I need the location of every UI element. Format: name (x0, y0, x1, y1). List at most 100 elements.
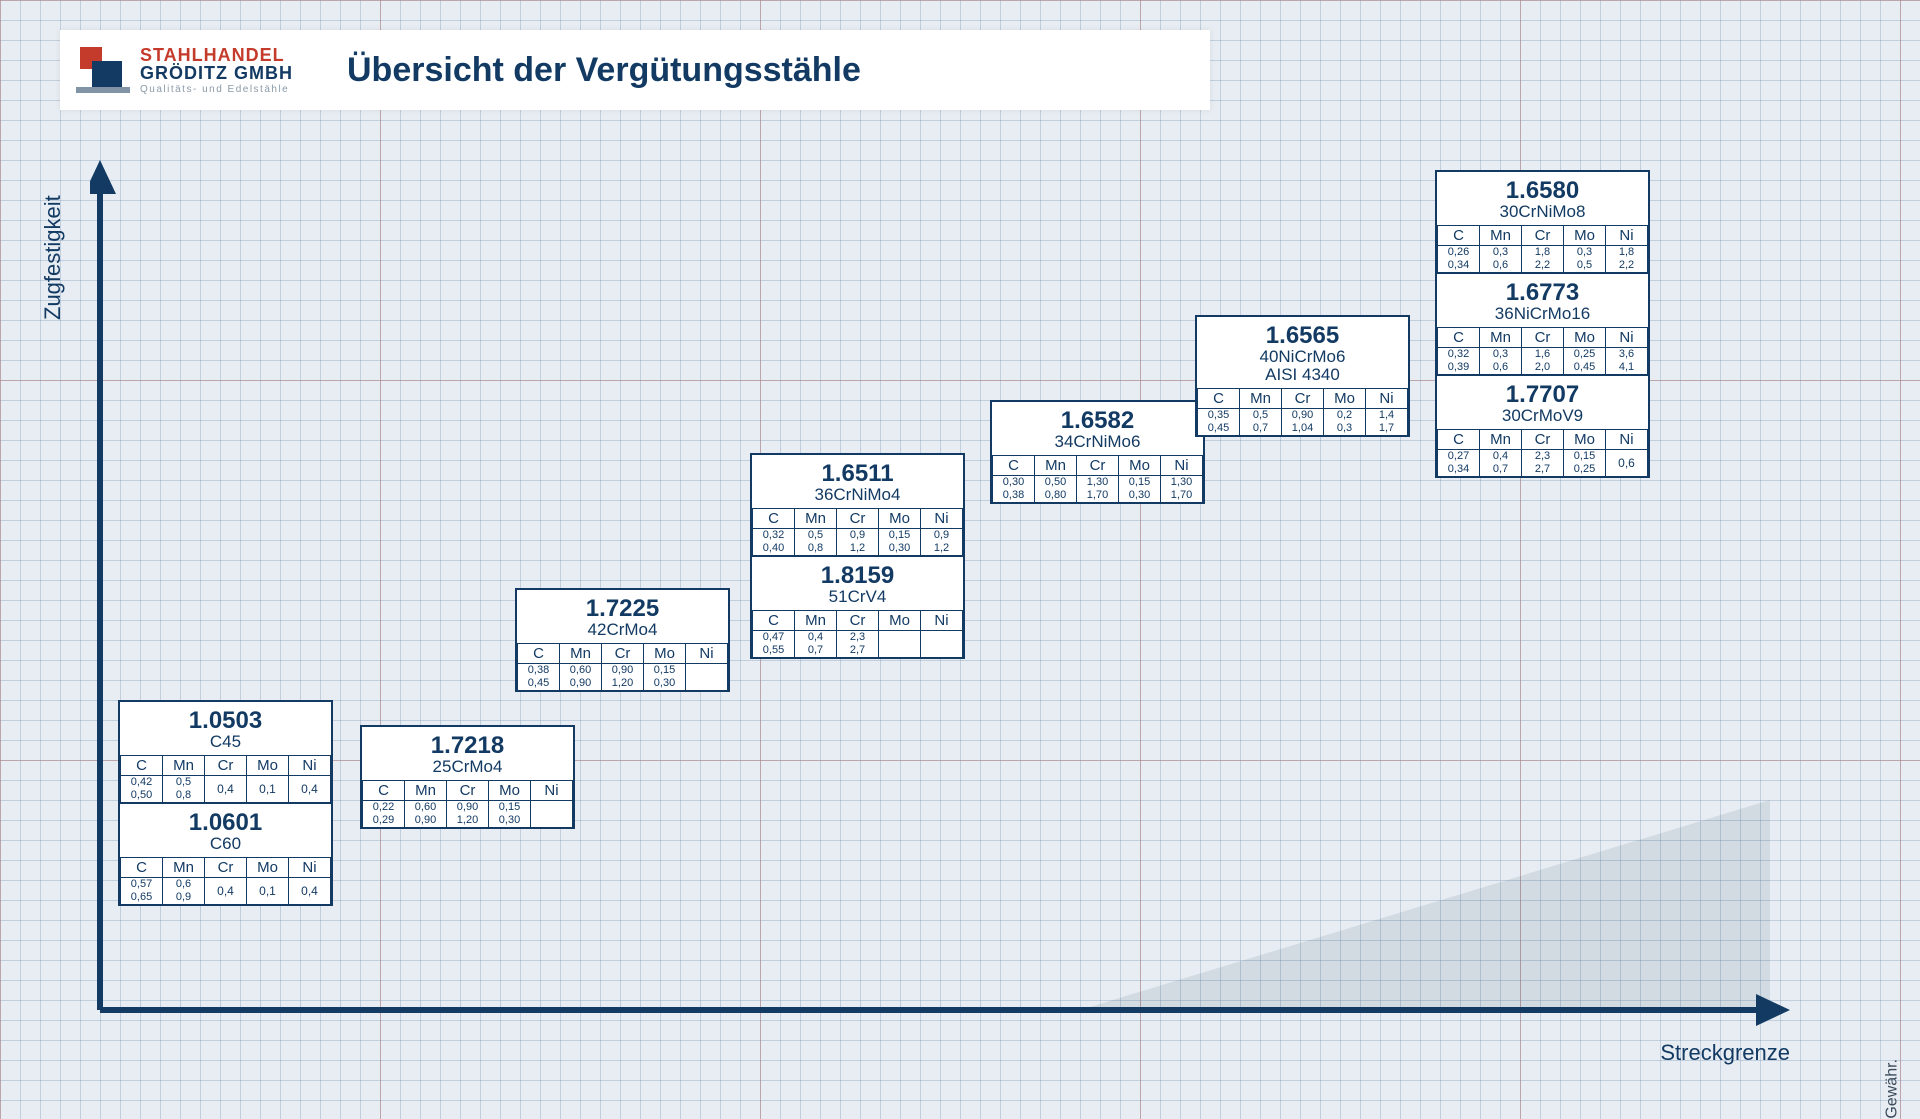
page-title: Übersicht der Vergütungsstähle (347, 51, 861, 90)
comp-hi: 0,34 (1438, 463, 1480, 476)
element-header: C (121, 756, 163, 776)
element-header: Mo (247, 858, 289, 878)
comp-lo: 0,2 (1324, 408, 1366, 422)
steel-card-group: 1.658030CrNiMo8CMnCrMoNi0,260,31,80,31,8… (1435, 170, 1650, 478)
comp-lo: 1,4 (1366, 408, 1408, 422)
element-header: Mn (163, 858, 205, 878)
steel-code: 1.7707 (1441, 382, 1644, 407)
steel-name: 40NiCrMo6 (1201, 348, 1404, 366)
element-header: Cr (837, 611, 879, 631)
comp-hi: 0,7 (795, 644, 837, 657)
comp-hi: 0,29 (363, 814, 405, 827)
element-header: Mo (879, 509, 921, 529)
element-header: Ni (289, 858, 331, 878)
comp-hi: 1,20 (602, 677, 644, 690)
logo-line1: STAHLHANDEL (140, 46, 293, 64)
comp-lo: 0,50 (1035, 476, 1077, 490)
element-header: Cr (602, 644, 644, 664)
element-header: Mo (879, 611, 921, 631)
comp-hi: 0,45 (1564, 361, 1606, 374)
x-axis-label: Streckgrenze (1660, 1040, 1790, 1066)
comp-lo: 0,42 (121, 776, 163, 790)
comp-empty (921, 631, 963, 658)
comp-hi: 0,6 (1480, 361, 1522, 374)
comp-lo: 0,9 (921, 529, 963, 543)
comp-hi: 0,80 (1035, 489, 1077, 502)
element-header: Ni (1606, 226, 1648, 246)
element-header: Cr (1522, 226, 1564, 246)
comp-hi: 2,2 (1522, 259, 1564, 272)
comp-hi: 2,2 (1606, 259, 1648, 272)
comp-hi: 1,70 (1077, 489, 1119, 502)
comp-hi: 0,8 (163, 789, 205, 802)
steel-card: 1.658030CrNiMo8CMnCrMoNi0,260,31,80,31,8… (1437, 172, 1648, 272)
element-header: Mn (1035, 456, 1077, 476)
comp-val: 0,4 (289, 776, 331, 803)
comp-lo: 0,3 (1480, 246, 1522, 260)
comp-hi: 1,7 (1366, 422, 1408, 435)
comp-hi: 2,7 (837, 644, 879, 657)
title-bar: STAHLHANDEL GRÖDITZ GMBH Qualitäts- und … (60, 30, 1210, 110)
element-header: C (993, 456, 1035, 476)
comp-val: 0,4 (205, 878, 247, 905)
steel-code: 1.6580 (1441, 178, 1644, 203)
steel-card-group: 1.722542CrMo4CMnCrMoNi0,380,600,900,150,… (515, 588, 730, 692)
comp-hi: 0,6 (1480, 259, 1522, 272)
comp-val: 0,4 (205, 776, 247, 803)
steel-card: 1.815951CrV4CMnCrMoNi0,470,42,30,550,72,… (752, 555, 963, 657)
steel-code: 1.0503 (124, 708, 327, 733)
element-header: Cr (837, 509, 879, 529)
element-header: Ni (531, 781, 573, 801)
element-header: Mo (1324, 388, 1366, 408)
element-header: C (518, 644, 560, 664)
element-header: Cr (1077, 456, 1119, 476)
comp-hi: 2,7 (1522, 463, 1564, 476)
comp-lo: 0,90 (602, 664, 644, 678)
comp-lo: 0,32 (753, 529, 795, 543)
element-header: Mn (163, 756, 205, 776)
steel-card: 1.677336NiCrMo16CMnCrMoNi0,320,31,60,253… (1437, 272, 1648, 374)
comp-val: 0,6 (1606, 450, 1648, 477)
element-header: Mn (1240, 388, 1282, 408)
steel-code: 1.6582 (996, 408, 1199, 433)
comp-lo: 0,4 (795, 631, 837, 645)
steel-code: 1.7218 (366, 733, 569, 758)
element-header: C (1438, 226, 1480, 246)
chart-area: 1.0503C45CMnCrMoNi0,420,50,40,10,40,500,… (100, 170, 1780, 1020)
composition-table: CMnCrMoNi0,470,42,30,550,72,7 (752, 610, 963, 657)
composition-table: CMnCrMoNi0,420,50,40,10,40,500,8 (120, 755, 331, 802)
element-header: Cr (447, 781, 489, 801)
comp-hi: 0,3 (1324, 422, 1366, 435)
comp-hi: 2,0 (1522, 361, 1564, 374)
comp-lo: 0,90 (1282, 408, 1324, 422)
composition-table: CMnCrMoNi0,570,60,40,10,40,650,9 (120, 857, 331, 904)
comp-hi: 0,40 (753, 542, 795, 555)
comp-lo: 1,8 (1522, 246, 1564, 260)
comp-lo: 0,25 (1564, 348, 1606, 362)
steel-name: 34CrNiMo6 (996, 433, 1199, 451)
comp-lo: 0,27 (1438, 450, 1480, 464)
element-header: Mn (795, 611, 837, 631)
element-header: Cr (1522, 430, 1564, 450)
element-header: Ni (1606, 430, 1648, 450)
comp-hi: 1,2 (837, 542, 879, 555)
steel-code: 1.8159 (756, 563, 959, 588)
steel-card: 1.722542CrMo4CMnCrMoNi0,380,600,900,150,… (517, 590, 728, 690)
steel-name: 30CrNiMo8 (1441, 203, 1644, 221)
comp-lo: 0,5 (1240, 408, 1282, 422)
comp-lo: 0,26 (1438, 246, 1480, 260)
element-header: Mo (1564, 226, 1606, 246)
comp-lo: 0,6 (163, 878, 205, 892)
element-header: C (753, 509, 795, 529)
comp-empty (686, 664, 728, 691)
steel-card: 1.656540NiCrMo6AISI 4340CMnCrMoNi0,350,5… (1197, 317, 1408, 435)
composition-table: CMnCrMoNi0,320,50,90,150,90,400,81,20,30… (752, 508, 963, 555)
element-header: Cr (205, 756, 247, 776)
element-header: Cr (1282, 388, 1324, 408)
steel-name: 30CrMoV9 (1441, 407, 1644, 425)
element-header: Mn (1480, 328, 1522, 348)
comp-lo: 1,30 (1161, 476, 1203, 490)
comp-hi: 0,9 (163, 891, 205, 904)
element-header: Mn (1480, 430, 1522, 450)
comp-hi: 0,30 (879, 542, 921, 555)
